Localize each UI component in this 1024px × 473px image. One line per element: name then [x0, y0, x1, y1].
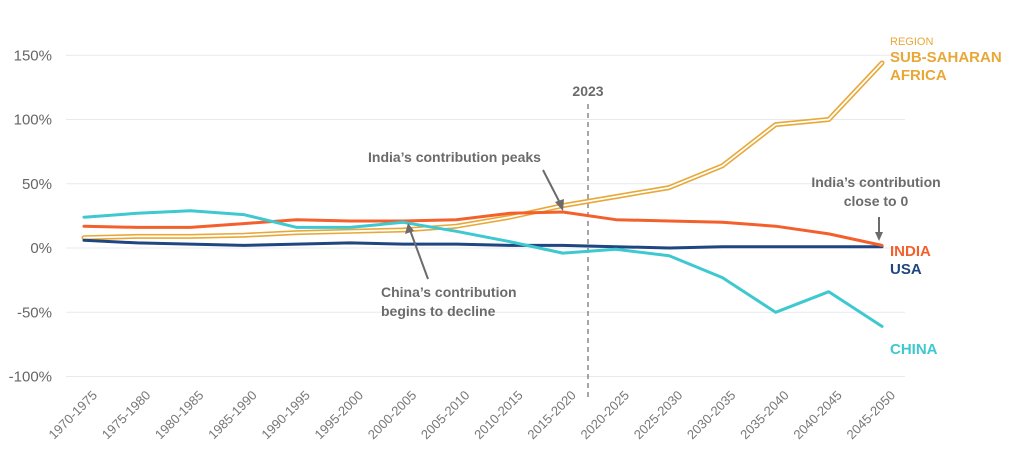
y-tick-label: -50% [17, 304, 52, 321]
x-tick-label: 2030-2035 [684, 388, 739, 443]
series-label-china: CHINA [890, 341, 938, 358]
annotation-india-zero-2: close to 0 [844, 193, 909, 209]
series-label-ssa-line2: AFRICA [890, 67, 947, 84]
series-label-usa: USA [890, 261, 922, 278]
series-lines [81, 60, 885, 328]
annotation-india-peaks: India’s contribution peaks [368, 149, 541, 165]
region-label: REGION [890, 36, 933, 48]
series-line-india [82, 210, 884, 247]
y-tick-label: 0% [30, 240, 52, 257]
x-axis-ticks: 1970-19751975-19801980-19851985-19901990… [46, 388, 899, 443]
y-tick-label: 50% [22, 176, 52, 193]
annotation-china-decline-2: begins to decline [381, 303, 496, 319]
year-marker-2023: 2023 [572, 83, 604, 400]
arrowhead-icon [555, 199, 564, 211]
annotation-india-zero-1: India’s contribution [811, 174, 940, 190]
x-tick-label: 1980-1985 [152, 388, 207, 443]
x-tick-label: 2005-2010 [418, 388, 473, 443]
x-tick-label: 2000-2005 [365, 388, 420, 443]
annotations: India’s contribution peaks China’s contr… [368, 149, 941, 319]
y-axis-ticks: -100% -50% 0% 50% 100% 150% [9, 47, 52, 385]
x-tick-label: 1985-1990 [205, 388, 260, 443]
x-tick-label: 1970-1975 [46, 388, 101, 443]
x-tick-label: 2015-2020 [524, 388, 579, 443]
annotation-arrow-china [409, 229, 429, 280]
x-tick-label: 2035-2040 [737, 388, 792, 443]
annotation-china-decline-1: China’s contribution [381, 284, 517, 300]
annotation-arrow-india-peaks [542, 169, 562, 206]
series-line-china [82, 209, 884, 328]
x-tick-label: 2040-2045 [790, 388, 845, 443]
y-tick-label: -100% [9, 369, 52, 386]
y-tick-label: 150% [14, 47, 52, 64]
x-tick-label: 2020-2025 [578, 388, 633, 443]
series-line-sub-saharan-africa-inner [83, 62, 883, 239]
series-labels: REGION SUB-SAHARAN AFRICA INDIA USA CHIN… [890, 36, 1002, 358]
series-label-india: INDIA [890, 243, 931, 260]
year-marker-label: 2023 [572, 83, 603, 99]
x-tick-label: 2025-2030 [631, 388, 686, 443]
y-tick-label: 100% [14, 112, 52, 129]
x-tick-label: 1995-2000 [312, 388, 367, 443]
x-tick-label: 2010-2015 [471, 388, 526, 443]
x-tick-label: 2045-2050 [844, 388, 899, 443]
series-line-usa [82, 238, 884, 250]
arrowhead-icon [875, 232, 883, 241]
arrowhead-icon [405, 223, 414, 234]
gridlines [66, 54, 905, 377]
series-label-ssa-line1: SUB-SAHARAN [890, 49, 1002, 66]
x-tick-label: 1990-1995 [258, 388, 313, 443]
x-tick-label: 1975-1980 [99, 388, 154, 443]
